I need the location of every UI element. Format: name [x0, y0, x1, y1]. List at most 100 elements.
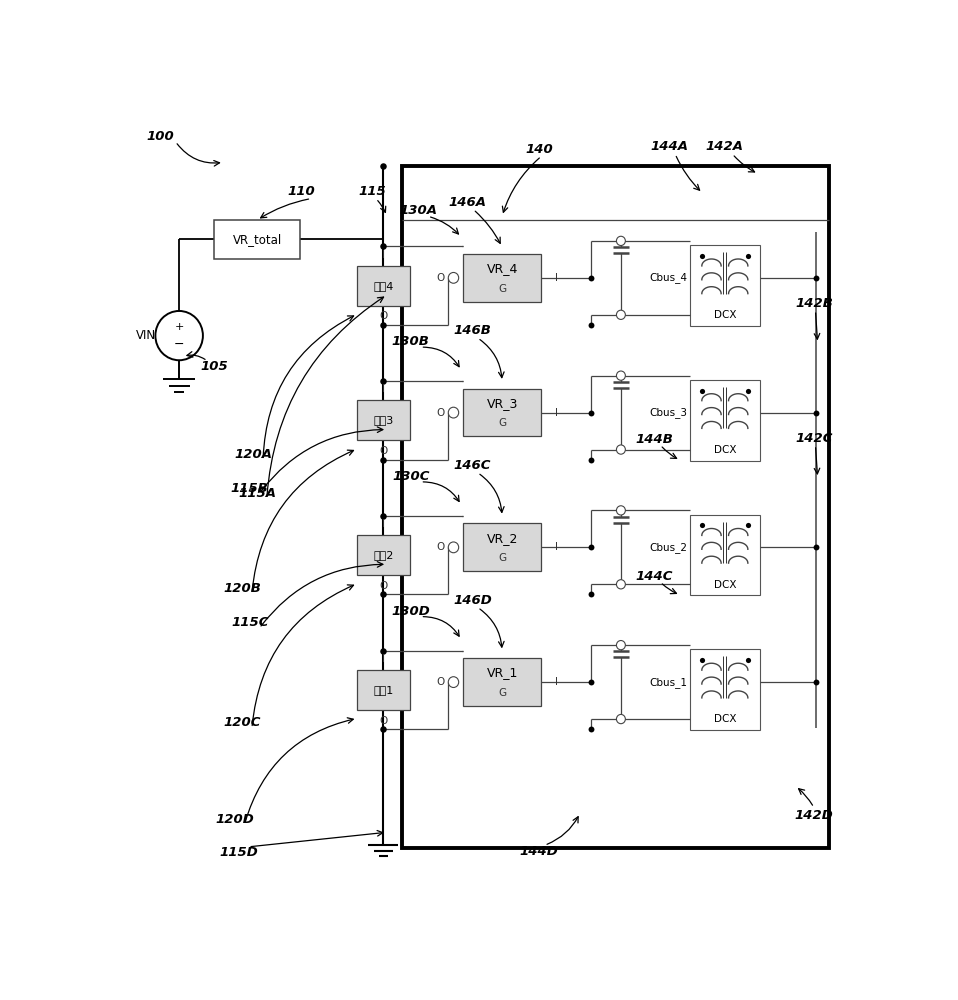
Bar [690, 649, 760, 730]
Bar [463, 658, 541, 706]
Text: 144A: 144A [650, 140, 688, 153]
Text: 100: 100 [147, 130, 174, 143]
Text: G: G [498, 688, 506, 698]
Text: I: I [556, 677, 559, 687]
Circle shape [616, 310, 626, 319]
Text: 144C: 144C [635, 570, 673, 583]
Point [741, 652, 756, 668]
Text: 130A: 130A [399, 204, 437, 217]
Circle shape [616, 506, 626, 515]
Text: O: O [436, 542, 445, 552]
Text: VR_3: VR_3 [487, 397, 518, 410]
Point [741, 383, 756, 399]
Bar [215, 220, 300, 259]
Text: 负衘3: 负衘3 [374, 415, 394, 425]
Text: DCX: DCX [714, 714, 736, 724]
Text: VR_total: VR_total [233, 233, 282, 246]
Text: O: O [379, 581, 387, 591]
Bar [356, 670, 410, 710]
Text: G: G [498, 284, 506, 294]
Point [741, 517, 756, 533]
Text: 142A: 142A [706, 140, 743, 153]
Text: 146C: 146C [454, 459, 491, 472]
Circle shape [616, 445, 626, 454]
Text: I: I [556, 408, 559, 418]
Text: O: O [436, 408, 445, 418]
Point [583, 405, 599, 421]
Text: O: O [379, 311, 387, 321]
Point [583, 721, 599, 737]
Bar [356, 400, 410, 440]
Point [695, 248, 710, 264]
Point [376, 586, 391, 602]
Bar [356, 535, 410, 575]
Text: 130D: 130D [392, 605, 430, 618]
Text: 146B: 146B [453, 324, 491, 337]
Text: 120B: 120B [223, 582, 262, 595]
Text: 105: 105 [200, 360, 228, 373]
Text: O: O [436, 677, 445, 687]
Text: Cbus_2: Cbus_2 [650, 542, 687, 553]
Text: 负衘4: 负衘4 [373, 281, 394, 291]
Bar [356, 266, 410, 306]
Text: DCX: DCX [714, 310, 736, 320]
Text: 115: 115 [358, 185, 386, 198]
Text: O: O [379, 716, 387, 726]
Point [809, 674, 824, 690]
Text: −: − [174, 338, 184, 351]
Point [583, 452, 599, 468]
Text: O: O [436, 273, 445, 283]
Text: G: G [498, 553, 506, 563]
Text: DCX: DCX [714, 445, 736, 455]
Bar [690, 245, 760, 326]
Text: 115D: 115D [219, 846, 258, 859]
Point [583, 539, 599, 555]
Text: I: I [382, 654, 385, 664]
Bar [463, 523, 541, 571]
Text: I: I [382, 250, 385, 260]
Text: I: I [556, 542, 559, 552]
Text: 负衘2: 负衘2 [373, 550, 394, 560]
Point [583, 317, 599, 333]
Point [376, 508, 391, 524]
Text: 130B: 130B [392, 335, 430, 348]
Circle shape [616, 371, 626, 380]
Text: 130C: 130C [392, 470, 429, 483]
Text: 115C: 115C [231, 616, 268, 629]
Point [376, 238, 391, 254]
Circle shape [448, 272, 459, 283]
Circle shape [448, 677, 459, 687]
Text: 115B: 115B [231, 482, 268, 495]
Point [376, 452, 391, 468]
Point [809, 270, 824, 286]
Circle shape [616, 580, 626, 589]
Text: 142C: 142C [795, 432, 833, 445]
Text: 115A: 115A [239, 487, 276, 500]
Point [695, 383, 710, 399]
Text: 负衘1: 负衘1 [374, 685, 394, 695]
Text: Cbus_4: Cbus_4 [650, 272, 687, 283]
Bar [402, 166, 829, 848]
Text: VR_4: VR_4 [487, 262, 518, 275]
Point [376, 721, 391, 737]
Circle shape [616, 236, 626, 246]
Text: 144B: 144B [635, 433, 673, 446]
Text: 142D: 142D [794, 809, 833, 822]
Text: 146D: 146D [453, 594, 491, 607]
Text: VIN: VIN [136, 329, 156, 342]
Point [376, 317, 391, 333]
Text: 120D: 120D [216, 813, 254, 826]
Text: 144D: 144D [520, 845, 559, 858]
Text: 140: 140 [525, 143, 553, 156]
Point [376, 643, 391, 659]
Circle shape [448, 542, 459, 553]
Text: G: G [498, 418, 506, 428]
Text: +: + [174, 322, 184, 332]
Text: 110: 110 [287, 185, 315, 198]
Point [583, 270, 599, 286]
Text: I: I [382, 384, 385, 394]
Point [695, 652, 710, 668]
Circle shape [448, 407, 459, 418]
Text: I: I [556, 273, 559, 283]
Text: O: O [379, 446, 387, 456]
